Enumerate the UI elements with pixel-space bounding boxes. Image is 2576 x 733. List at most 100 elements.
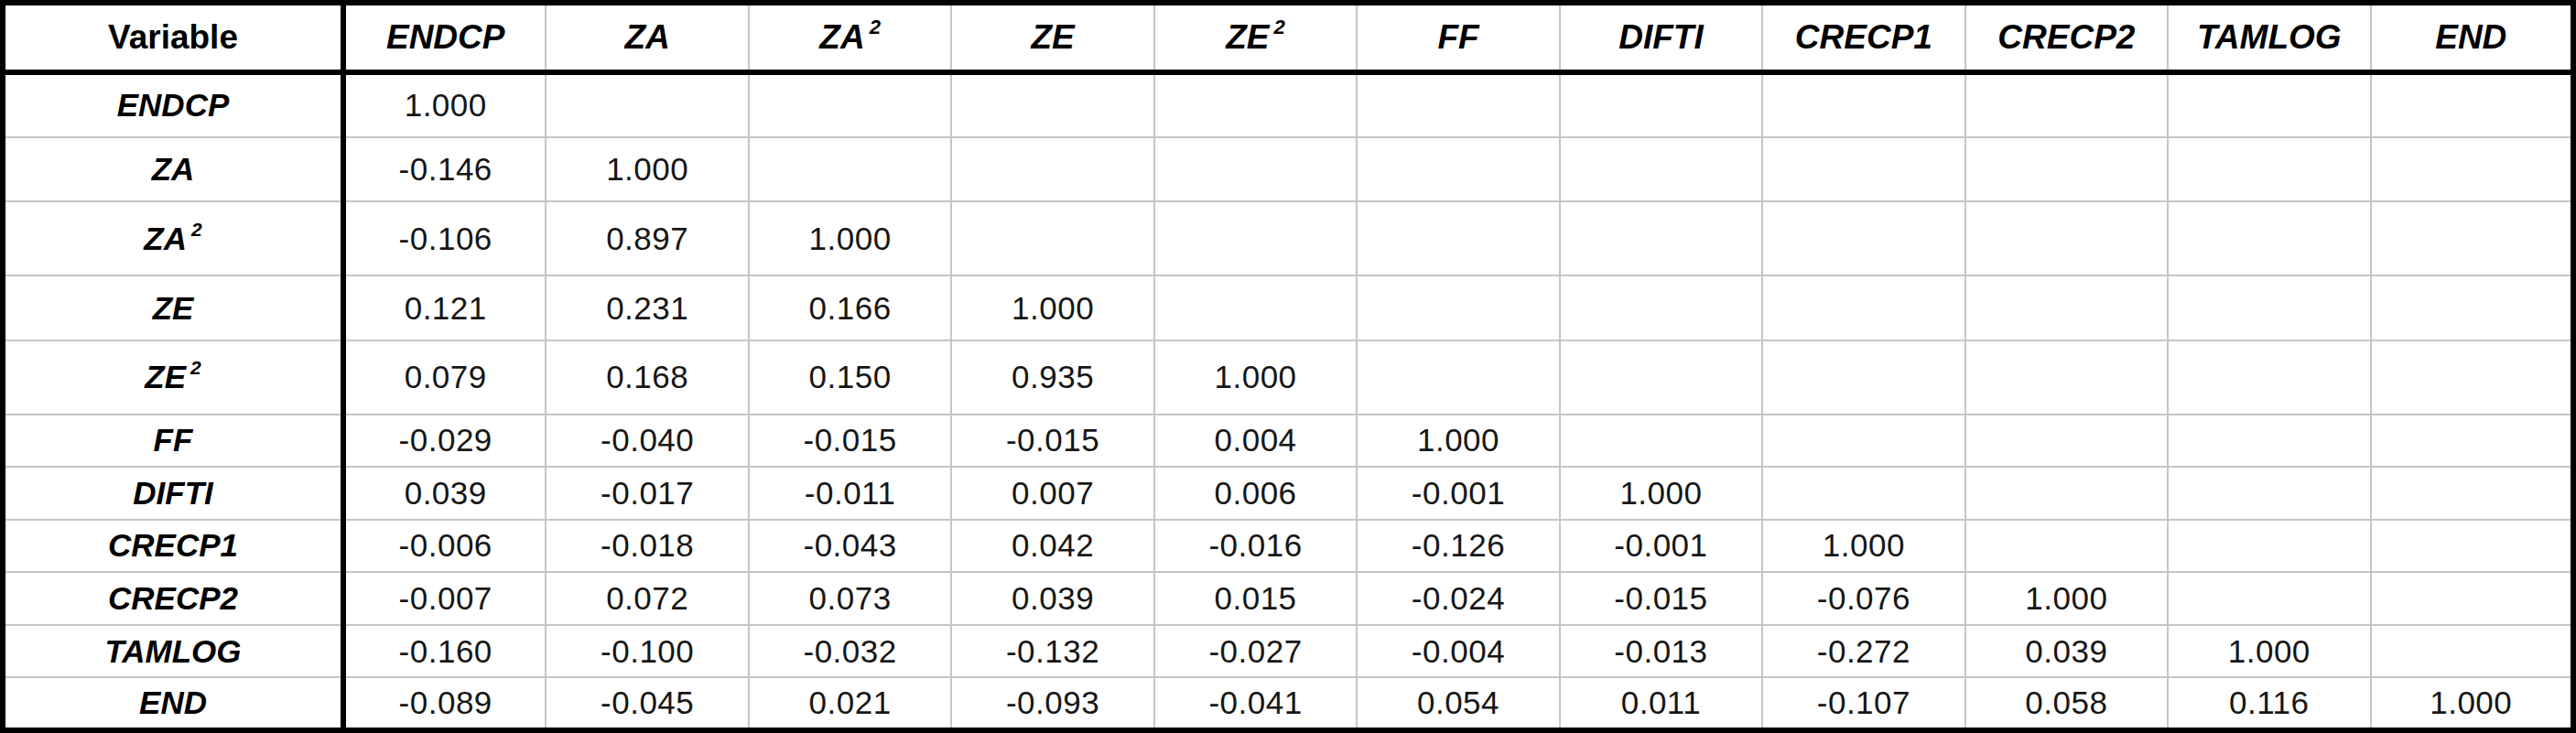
cell-za-sq-ze-sq: [1154, 201, 1357, 275]
cell-ze-endcp: 0.121: [343, 275, 546, 340]
cell-za-sq-crecp2: [1965, 201, 2168, 275]
cell-ze-sq-ze-sq: 1.000: [1154, 340, 1357, 415]
cell-end-za: -0.045: [546, 677, 748, 730]
row-label-crecp1: CRECP1: [3, 520, 343, 573]
column-header-crecp1: CRECP1: [1762, 3, 1964, 72]
cell-za-crecp2: [1965, 137, 2168, 202]
cell-za-sq-ze: [951, 201, 1153, 275]
cell-ze-ze: 1.000: [951, 275, 1153, 340]
superscript-2: 2: [1274, 16, 1285, 38]
cell-end-tamlog: 0.116: [2168, 677, 2370, 730]
cell-za-ze-sq: [1154, 137, 1357, 202]
cell-tamlog-end: [2371, 625, 2573, 678]
column-header-crecp2: CRECP2: [1965, 3, 2168, 72]
cell-crecp1-crecp2: [1965, 520, 2168, 573]
cell-ff-ze: -0.015: [951, 415, 1153, 468]
cell-za-sq-tamlog: [2168, 201, 2370, 275]
cell-end-crecp1: -0.107: [1762, 677, 1964, 730]
column-header-za-sq: ZA2: [749, 3, 951, 72]
cell-za-sq-endcp: -0.106: [343, 201, 546, 275]
row-label-za: ZA: [3, 137, 343, 202]
cell-ze-sq-crecp2: [1965, 340, 2168, 415]
cell-end-ze-sq: -0.041: [1154, 677, 1357, 730]
cell-ze-sq-crecp1: [1762, 340, 1964, 415]
cell-difti-end: [2371, 467, 2573, 520]
cell-za-za: 1.000: [546, 137, 748, 202]
cell-crecp2-end: [2371, 572, 2573, 625]
variable-name: ZA: [152, 151, 195, 187]
row-label-difti: DIFTI: [3, 467, 343, 520]
column-header-tamlog: TAMLOG: [2168, 3, 2370, 72]
cell-ze-sq-tamlog: [2168, 340, 2370, 415]
cell-za-difti: [1560, 137, 1762, 202]
variable-name: ZE: [1226, 18, 1269, 56]
cell-tamlog-endcp: -0.160: [343, 625, 546, 678]
cell-ff-crecp1: [1762, 415, 1964, 468]
variable-name: CRECP2: [1997, 18, 2135, 56]
cell-end-end: 1.000: [2371, 677, 2573, 730]
variable-name: ZA: [819, 18, 864, 56]
column-header-ze-sq: ZE2: [1154, 3, 1357, 72]
cell-crecp2-endcp: -0.007: [343, 572, 546, 625]
cell-za-endcp: -0.146: [343, 137, 546, 202]
column-header-ff: FF: [1357, 3, 1559, 72]
cell-za-tamlog: [2168, 137, 2370, 202]
cell-endcp-end: [2371, 72, 2573, 137]
row-label-ze-sq: ZE2: [3, 340, 343, 415]
cell-ze-sq-end: [2371, 340, 2573, 415]
cell-ze-za: 0.231: [546, 275, 748, 340]
cell-ze-za-sq: 0.166: [749, 275, 951, 340]
cell-endcp-tamlog: [2168, 72, 2370, 137]
column-header-ze: ZE: [951, 3, 1153, 72]
cell-crecp1-ze-sq: -0.016: [1154, 520, 1357, 573]
cell-tamlog-difti: -0.013: [1560, 625, 1762, 678]
variable-name: ZE: [145, 359, 186, 394]
superscript-2: 2: [191, 219, 202, 240]
variable-name: FF: [1437, 18, 1478, 56]
cell-tamlog-crecp2: 0.039: [1965, 625, 2168, 678]
cell-ze-difti: [1560, 275, 1762, 340]
row-label-ze: ZE: [3, 275, 343, 340]
table-row-za: ZA -0.1461.000: [3, 137, 2573, 202]
column-header-endcp: ENDCP: [343, 3, 546, 72]
cell-endcp-crecp2: [1965, 72, 2168, 137]
variable-name: END: [139, 684, 207, 720]
cell-difti-za: -0.017: [546, 467, 748, 520]
cell-end-za-sq: 0.021: [749, 677, 951, 730]
cell-crecp2-ze: 0.039: [951, 572, 1153, 625]
cell-tamlog-crecp1: -0.272: [1762, 625, 1964, 678]
cell-tamlog-ze-sq: -0.027: [1154, 625, 1357, 678]
cell-ff-ze-sq: 0.004: [1154, 415, 1357, 468]
cell-za-za-sq: [749, 137, 951, 202]
cell-ff-end: [2371, 415, 2573, 468]
cell-end-difti: 0.011: [1560, 677, 1762, 730]
variable-name: ZA: [144, 221, 187, 256]
cell-crecp1-tamlog: [2168, 520, 2370, 573]
cell-end-ff: 0.054: [1357, 677, 1559, 730]
table-row-end: END-0.089-0.0450.021-0.093-0.0410.0540.0…: [3, 677, 2573, 730]
table-row-ze-sq: ZE20.0790.1680.1500.9351.000: [3, 340, 2573, 415]
row-label-endcp: ENDCP: [3, 72, 343, 137]
cell-ze-ze-sq: [1154, 275, 1357, 340]
cell-tamlog-ze: -0.132: [951, 625, 1153, 678]
cell-difti-ff: -0.001: [1357, 467, 1559, 520]
cell-endcp-endcp: 1.000: [343, 72, 546, 137]
table-row-ff: FF-0.029-0.040-0.015-0.0150.0041.000: [3, 415, 2573, 468]
cell-ff-crecp2: [1965, 415, 2168, 468]
table-row-tamlog: TAMLOG-0.160-0.100-0.032-0.132-0.027-0.0…: [3, 625, 2573, 678]
variable-name: ZE: [153, 290, 194, 326]
cell-ze-sq-za: 0.168: [546, 340, 748, 415]
variable-name: END: [2435, 18, 2506, 56]
cell-za-sq-ff: [1357, 201, 1559, 275]
cell-crecp1-crecp1: 1.000: [1762, 520, 1964, 573]
cell-end-endcp: -0.089: [343, 677, 546, 730]
cell-tamlog-za: -0.100: [546, 625, 748, 678]
cell-crecp2-crecp2: 1.000: [1965, 572, 2168, 625]
table-row-za-sq: ZA2-0.1060.8971.000: [3, 201, 2573, 275]
cell-za-ff: [1357, 137, 1559, 202]
row-label-tamlog: TAMLOG: [3, 625, 343, 678]
cell-endcp-crecp1: [1762, 72, 1964, 137]
column-header-difti: DIFTI: [1560, 3, 1762, 72]
variable-name: CRECP1: [108, 527, 238, 563]
cell-difti-za-sq: -0.011: [749, 467, 951, 520]
